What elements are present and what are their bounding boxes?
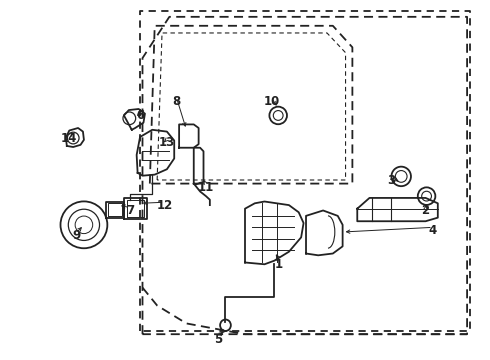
Text: 11: 11	[198, 181, 214, 194]
Text: 9: 9	[73, 229, 81, 242]
Text: 4: 4	[429, 224, 437, 237]
Text: 13: 13	[159, 136, 175, 149]
Text: 1: 1	[275, 258, 283, 271]
Text: 5: 5	[214, 333, 222, 346]
Text: 6: 6	[136, 109, 144, 122]
Text: 7: 7	[126, 204, 134, 217]
Text: 12: 12	[156, 199, 172, 212]
Text: 2: 2	[421, 204, 430, 217]
Text: 10: 10	[264, 95, 280, 108]
Text: 3: 3	[388, 174, 395, 186]
Text: 14: 14	[61, 132, 77, 145]
Text: 8: 8	[172, 95, 181, 108]
